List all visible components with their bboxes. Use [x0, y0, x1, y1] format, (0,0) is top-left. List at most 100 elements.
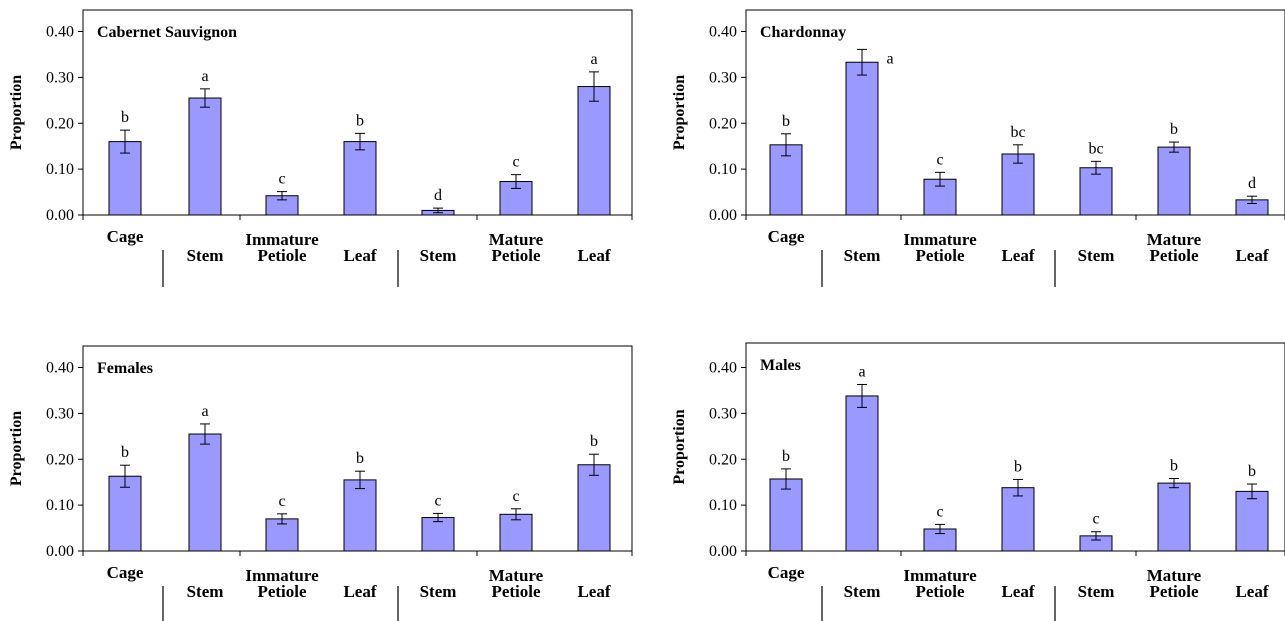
- category-label: Leaf: [1235, 582, 1268, 601]
- bar: [188, 97, 222, 216]
- y-tick-label: 0.40: [46, 360, 74, 377]
- y-tick-label: 0.10: [46, 161, 74, 178]
- chart-panel-2: 0.00 0.10 0.20 0.30 0.40 Proportion Chardonnay…: [671, 9, 1285, 287]
- category-label: Leaf: [343, 582, 376, 601]
- bar: [577, 86, 611, 216]
- y-tick-label: 0.10: [709, 497, 737, 514]
- category-label: Leaf: [577, 582, 610, 601]
- category-label: Leaf: [1001, 246, 1034, 265]
- y-tick-label: 0.20: [709, 115, 737, 132]
- y-tick-label: 0.10: [46, 497, 74, 514]
- bar: [343, 141, 377, 216]
- panel-title: Chardonnay: [760, 24, 846, 41]
- category-label: Stem: [844, 246, 881, 265]
- bar: [188, 433, 222, 552]
- significance-letter: b: [121, 109, 129, 126]
- category-label: Stem: [1078, 582, 1115, 601]
- significance-letter: b: [1170, 121, 1178, 138]
- significance-letter: d: [1248, 175, 1256, 192]
- bar: [108, 141, 142, 216]
- category-label: Petiole: [915, 246, 965, 265]
- y-tick-label: 0.30: [46, 69, 74, 86]
- y-tick-label: 0.00: [709, 207, 737, 224]
- group-label: Immature: [245, 230, 319, 249]
- y-tick-label: 0.20: [46, 115, 74, 132]
- significance-letter: b: [1170, 458, 1178, 475]
- y-axis-label: Proportion: [671, 409, 688, 484]
- bar: [1001, 487, 1035, 552]
- category-label: Leaf: [577, 246, 610, 265]
- bar: [769, 478, 803, 552]
- chart-panel-3: 0.00 0.10 0.20 0.30 0.40 Proportion Females b Ca…: [8, 345, 633, 621]
- significance-letter: c: [936, 503, 943, 520]
- group-label: Immature: [903, 566, 977, 585]
- category-label: Petiole: [257, 246, 307, 265]
- y-axis-label: Proportion: [8, 411, 25, 486]
- bar: [1157, 146, 1191, 216]
- bar: [577, 464, 611, 552]
- significance-letter: b: [121, 444, 129, 461]
- y-tick-label: 0.40: [709, 24, 737, 41]
- y-tick-label: 0.20: [709, 451, 737, 468]
- significance-letter: a: [201, 68, 208, 85]
- category-label: Petiole: [491, 246, 541, 265]
- category-label: Leaf: [1001, 582, 1034, 601]
- y-tick-label: 0.30: [709, 405, 737, 422]
- significance-letter: b: [590, 433, 598, 450]
- bar: [845, 395, 879, 552]
- significance-letter: b: [782, 113, 790, 130]
- significance-letter: b: [356, 450, 364, 467]
- category-label: Petiole: [915, 582, 965, 601]
- significance-letter: c: [512, 488, 519, 505]
- category-label: Stem: [844, 582, 881, 601]
- category-label: Stem: [420, 582, 457, 601]
- y-tick-label: 0.00: [46, 543, 74, 560]
- panel-title: Cabernet Sauvignon: [97, 24, 237, 41]
- y-axis-label: Proportion: [8, 75, 25, 150]
- y-tick-label: 0.00: [709, 543, 737, 560]
- category-label: Petiole: [491, 582, 541, 601]
- category-label: Stem: [1078, 246, 1115, 265]
- significance-letter: c: [434, 492, 441, 509]
- bar: [421, 517, 455, 552]
- y-tick-label: 0.40: [46, 24, 74, 41]
- significance-letter: b: [1248, 463, 1256, 480]
- bar: [845, 61, 879, 216]
- category-label: Cage: [768, 227, 805, 246]
- significance-letter: d: [434, 187, 442, 204]
- group-label: Mature: [1147, 566, 1202, 585]
- significance-letter: c: [278, 171, 285, 188]
- significance-letter: a: [858, 363, 865, 380]
- chart-panel-4: 0.00 0.10 0.20 0.30 0.40 Proportion Males b Cage…: [671, 342, 1285, 621]
- category-label: Cage: [107, 227, 144, 246]
- significance-letter: bc: [1088, 140, 1103, 157]
- panel-title: Females: [97, 360, 153, 377]
- group-label: Mature: [489, 230, 544, 249]
- group-label: Mature: [1147, 230, 1202, 249]
- category-label: Cage: [107, 563, 144, 582]
- category-label: Stem: [187, 246, 224, 265]
- panel-title: Males: [760, 357, 801, 374]
- y-tick-label: 0.30: [46, 405, 74, 422]
- y-tick-label: 0.40: [709, 360, 737, 377]
- y-axis-label: Proportion: [671, 75, 688, 150]
- significance-letter: b: [1014, 458, 1022, 475]
- y-tick-label: 0.10: [709, 161, 737, 178]
- significance-letter: b: [356, 112, 364, 129]
- bar: [499, 513, 533, 552]
- y-tick-label: 0.20: [46, 451, 74, 468]
- significance-letter: c: [936, 151, 943, 168]
- chart-panel-1: 0.00 0.10 0.20 0.30 0.40 Proportion Cabernet S…: [8, 9, 633, 287]
- significance-letter: b: [782, 448, 790, 465]
- bar: [1079, 167, 1113, 216]
- category-label: Leaf: [343, 246, 376, 265]
- category-label: Leaf: [1235, 246, 1268, 265]
- category-label: Stem: [420, 246, 457, 265]
- significance-letter: a: [590, 51, 597, 68]
- significance-letter: a: [886, 50, 893, 67]
- category-label: Petiole: [1149, 582, 1199, 601]
- category-label: Petiole: [257, 582, 307, 601]
- significance-letter: c: [278, 493, 285, 510]
- significance-letter: a: [201, 403, 208, 420]
